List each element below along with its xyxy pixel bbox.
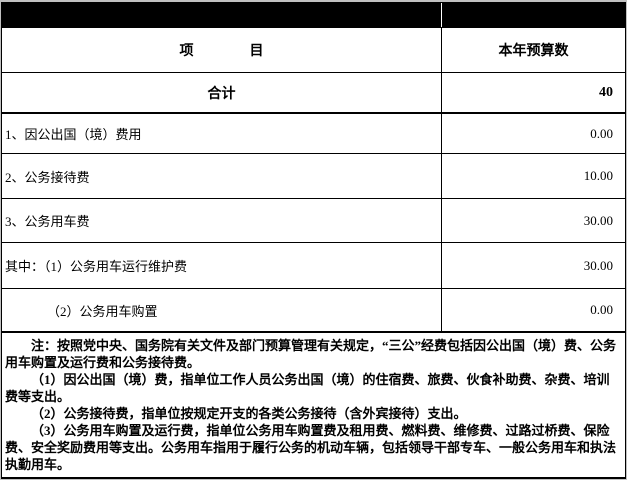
top-black-band-right-cell: [442, 3, 625, 27]
footnote-paragraph-definition: 注：按照党中央、国务院有关文件及部门预算管理有关规定，“三公”经费包括因公出国（…: [5, 338, 617, 370]
top-black-band-left-cell: [2, 3, 442, 27]
total-value-cell: 40: [442, 73, 625, 112]
row-label: 2、公务接待费: [5, 169, 90, 185]
row-label-cell: 3、公务用车费: [2, 199, 442, 242]
footnote-paragraph-abroad: （1）因公出国（境）费，指单位工作人员公务出国（境）的住宿费、旅费、伙食补助费、…: [5, 372, 610, 404]
table-row-vehicle-purchase: （2）公务用车购置 0.00: [2, 289, 625, 333]
total-label-cell: 合计: [2, 73, 442, 112]
header-item-label: 项 目: [179, 44, 264, 59]
row-value-cell: 30.00: [442, 243, 625, 288]
top-black-band: [2, 3, 625, 28]
table-row-abroad-expense: 1、因公出国（境）费用 0.00: [2, 114, 625, 154]
row-value: 10.00: [583, 168, 613, 183]
table-row-reception-expense: 2、公务接待费 10.00: [2, 154, 625, 199]
row-value-cell: 30.00: [442, 199, 625, 242]
table-row-vehicle-operation-maintenance: 其中：（1）公务用车运行维护费 30.00: [2, 243, 625, 289]
row-label: 其中：（1）公务用车运行维护费: [5, 259, 188, 274]
total-label: 合计: [207, 86, 236, 102]
row-label: 1、因公出国（境）费用: [5, 127, 142, 142]
row-value: 0.00: [590, 125, 613, 141]
header-budget-cell: 本年预算数: [442, 28, 625, 72]
row-value-cell: 0.00: [442, 114, 625, 153]
row-value: 30.00: [583, 257, 613, 273]
row-label-cell: 2、公务接待费: [2, 154, 442, 198]
footnote-section: 注：按照党中央、国务院有关文件及部门预算管理有关规定，“三公”经费包括因公出国（…: [2, 333, 625, 477]
row-value-cell: 0.00: [442, 289, 625, 331]
row-value: 0.00: [590, 302, 613, 317]
row-label-cell: 其中：（1）公务用车运行维护费: [2, 243, 442, 288]
row-label: （2）公务用车购置: [47, 303, 158, 319]
row-value: 30.00: [583, 212, 613, 228]
total-row: 合计 40: [2, 73, 625, 114]
row-label-cell: 1、因公出国（境）费用: [2, 114, 442, 153]
header-item-cell: 项 目: [2, 28, 442, 72]
table-row-vehicle-expense: 3、公务用车费 30.00: [2, 199, 625, 243]
row-value-cell: 10.00: [442, 154, 625, 198]
row-label-cell: （2）公务用车购置: [2, 289, 442, 331]
table-header-row: 项 目 本年预算数: [2, 28, 625, 73]
header-budget-label: 本年预算数: [498, 44, 569, 59]
footnote-paragraph-vehicle: （3）公务用车购置及运行费，指单位公务用车购置费及租用费、燃料费、维修费、过路过…: [5, 423, 617, 472]
footnote-paragraph-reception: （2）公务接待费，指单位按规定开支的各类公务接待（含外宾接待）支出。: [31, 406, 467, 421]
total-value: 40: [599, 84, 613, 100]
row-label: 3、公务用车费: [5, 214, 90, 229]
